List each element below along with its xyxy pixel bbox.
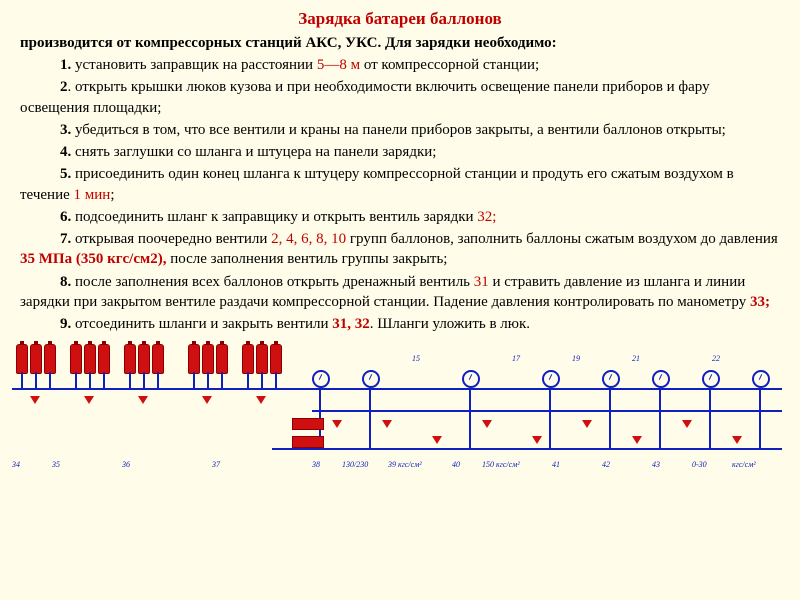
lower-pipe — [272, 448, 782, 450]
valve-icon — [382, 420, 392, 428]
valve-icon — [682, 420, 692, 428]
schematic-label: 17 — [512, 354, 520, 365]
pipe-segment — [89, 372, 91, 388]
cylinder-icon — [256, 344, 268, 374]
gauge-icon — [542, 370, 560, 388]
schematic-label: 19 — [572, 354, 580, 365]
cylinder-icon — [138, 344, 150, 374]
schematic-label: 22 — [712, 354, 720, 365]
pipe-segment — [759, 388, 761, 448]
pipe-segment — [659, 388, 661, 448]
valve-icon — [482, 420, 492, 428]
pipe-segment — [157, 372, 159, 388]
gauge-icon — [752, 370, 770, 388]
cylinder-icon — [30, 344, 42, 374]
pipe-segment — [129, 372, 131, 388]
step-4: 4. снять заглушки со шланга и штуцера на… — [20, 142, 780, 162]
pipe-segment — [35, 372, 37, 388]
gauge-icon — [702, 370, 720, 388]
pipe-segment — [247, 372, 249, 388]
pipe-segment — [75, 372, 77, 388]
schematic-label: 41 — [552, 460, 560, 471]
step-9: 9. отсоединить шланги и закрыть вентили … — [20, 314, 780, 334]
cylinder-icon — [202, 344, 214, 374]
mid-pipe — [312, 410, 782, 412]
cylinder-icon — [16, 344, 28, 374]
gauge-icon — [462, 370, 480, 388]
pipe-segment — [261, 372, 263, 388]
step-1: 1. установить заправщик на расстоянии 5—… — [20, 55, 780, 75]
schematic-label: 0-30 — [692, 460, 707, 471]
step-3: 3. убедиться в том, что все вентили и кр… — [20, 120, 780, 140]
valve-icon — [432, 436, 442, 444]
page-title: Зарядка батареи баллонов — [20, 8, 780, 31]
pipe-segment — [21, 372, 23, 388]
valve-icon — [532, 436, 542, 444]
schematic-label: 38 — [312, 460, 320, 471]
schematic-label: 15 — [412, 354, 420, 365]
pipe-segment — [369, 388, 371, 448]
step-2: 2. открыть крышки люков кузова и при нео… — [20, 77, 780, 118]
schematic-label: 42 — [602, 460, 610, 471]
pipe-segment — [103, 372, 105, 388]
gauge-icon — [652, 370, 670, 388]
pipe-segment — [143, 372, 145, 388]
component-block — [292, 436, 324, 448]
pipe-segment — [207, 372, 209, 388]
valve-icon — [202, 396, 212, 404]
cylinder-icon — [70, 344, 82, 374]
pipe-segment — [275, 372, 277, 388]
subtitle: производится от компрессорных станций АК… — [20, 33, 780, 53]
cylinder-icon — [98, 344, 110, 374]
step-5: 5. присоединить один конец шланга к штуц… — [20, 164, 780, 205]
valve-icon — [30, 396, 40, 404]
step-6: 6. подсоединить шланг к заправщику и отк… — [20, 207, 780, 227]
cylinder-icon — [44, 344, 56, 374]
schematic-label: 130/230 — [342, 460, 368, 471]
pipe-segment — [221, 372, 223, 388]
valve-icon — [138, 396, 148, 404]
valve-icon — [632, 436, 642, 444]
cylinder-icon — [124, 344, 136, 374]
schematic-label: 34 — [12, 460, 20, 471]
pipe-segment — [469, 388, 471, 448]
gauge-icon — [362, 370, 380, 388]
valve-icon — [582, 420, 592, 428]
cylinder-icon — [216, 344, 228, 374]
cylinder-icon — [84, 344, 96, 374]
schematic-label: кгс/см² — [732, 460, 756, 471]
step-7: 7. открывая поочередно вентили 2, 4, 6, … — [20, 229, 780, 270]
pipe-segment — [609, 388, 611, 448]
valve-icon — [732, 436, 742, 444]
step-8: 8. после заполнения всех баллонов открыт… — [20, 272, 780, 313]
main-pipe — [12, 388, 782, 390]
schematic-label: 40 — [452, 460, 460, 471]
schematic-label: 21 — [632, 354, 640, 365]
schematic-label: 39 кгс/см² — [388, 460, 422, 471]
schematic-label: 35 — [52, 460, 60, 471]
pneumatic-schematic: 34 35 36 37 38 130/230 39 кгс/см² 40 150 кгс/см²… — [12, 340, 788, 480]
pipe-segment — [193, 372, 195, 388]
component-block — [292, 418, 324, 430]
cylinder-icon — [242, 344, 254, 374]
gauge-icon — [602, 370, 620, 388]
valve-icon — [332, 420, 342, 428]
cylinder-icon — [152, 344, 164, 374]
cylinder-icon — [188, 344, 200, 374]
schematic-label: 37 — [212, 460, 220, 471]
cylinder-icon — [270, 344, 282, 374]
pipe-segment — [49, 372, 51, 388]
schematic-label: 43 — [652, 460, 660, 471]
valve-icon — [256, 396, 266, 404]
valve-icon — [84, 396, 94, 404]
pipe-segment — [549, 388, 551, 448]
schematic-label: 150 кгс/см² — [482, 460, 520, 471]
pipe-segment — [709, 388, 711, 448]
schematic-label: 36 — [122, 460, 130, 471]
gauge-icon — [312, 370, 330, 388]
